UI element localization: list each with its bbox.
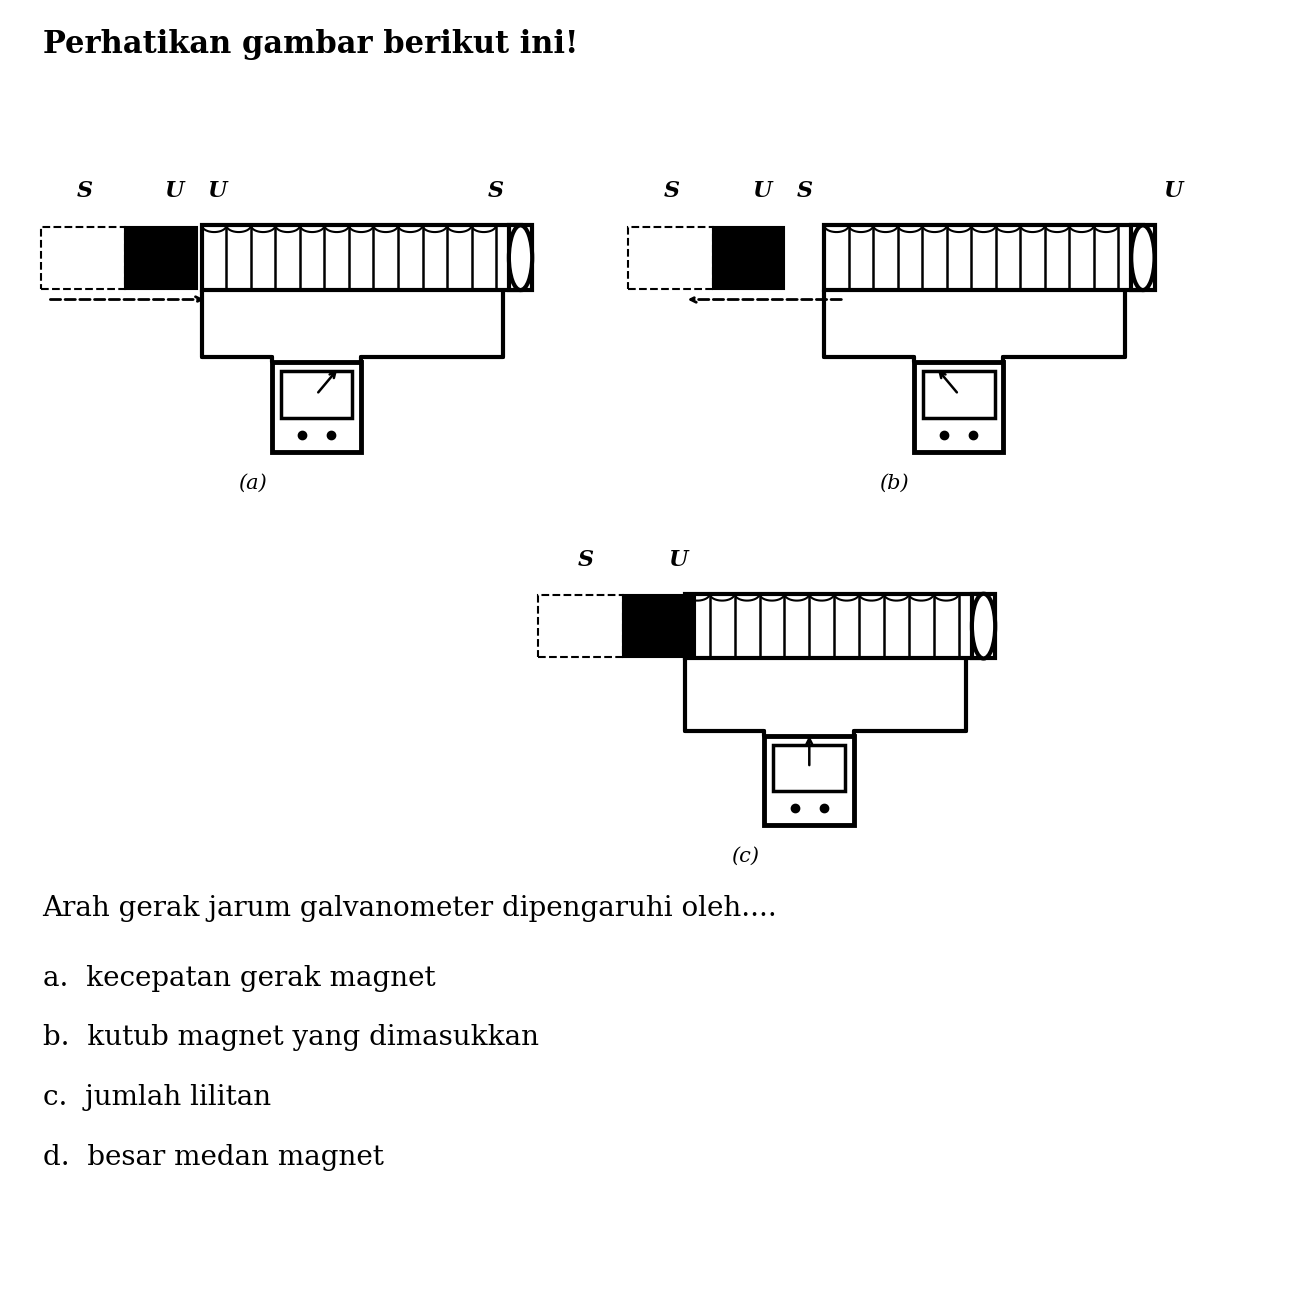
Text: S: S <box>76 181 92 202</box>
Bar <box>773 745 846 792</box>
Bar <box>712 227 785 288</box>
Text: d.  besar medan magnet: d. besar medan magnet <box>43 1145 383 1171</box>
Bar <box>685 594 983 658</box>
Text: b.  kutub magnet yang dimasukkan: b. kutub magnet yang dimasukkan <box>43 1024 539 1051</box>
Text: U: U <box>207 181 227 202</box>
Text: S: S <box>796 181 812 202</box>
Text: (c): (c) <box>732 847 759 867</box>
Bar <box>824 225 1143 290</box>
Bar <box>539 595 623 657</box>
Text: (b): (b) <box>879 473 909 493</box>
Text: U: U <box>668 549 688 570</box>
Bar <box>202 225 521 290</box>
Bar <box>1132 225 1155 290</box>
Bar <box>126 227 197 288</box>
Ellipse shape <box>973 594 995 658</box>
Bar <box>40 227 126 288</box>
Ellipse shape <box>1132 225 1155 290</box>
Text: c.  jumlah lilitan: c. jumlah lilitan <box>43 1084 271 1112</box>
Bar <box>914 362 1004 452</box>
Text: U: U <box>1163 181 1182 202</box>
Bar <box>973 594 995 658</box>
Text: Perhatikan gambar berikut ini!: Perhatikan gambar berikut ini! <box>43 29 578 60</box>
Text: Arah gerak jarum galvanometer dipengaruhi oleh....: Arah gerak jarum galvanometer dipengaruh… <box>43 895 777 922</box>
Text: a.  kecepatan gerak magnet: a. kecepatan gerak magnet <box>43 965 435 991</box>
Bar <box>923 371 995 418</box>
Bar <box>281 371 352 418</box>
Text: U: U <box>164 181 184 202</box>
Text: U: U <box>752 181 772 202</box>
Text: S: S <box>488 181 504 202</box>
Ellipse shape <box>509 225 532 290</box>
Bar <box>764 735 855 826</box>
Text: (a): (a) <box>238 473 267 493</box>
Bar <box>272 362 361 452</box>
Text: S: S <box>664 181 680 202</box>
Bar <box>509 225 532 290</box>
Bar <box>628 227 712 288</box>
Bar <box>623 595 695 657</box>
Text: S: S <box>578 549 593 570</box>
